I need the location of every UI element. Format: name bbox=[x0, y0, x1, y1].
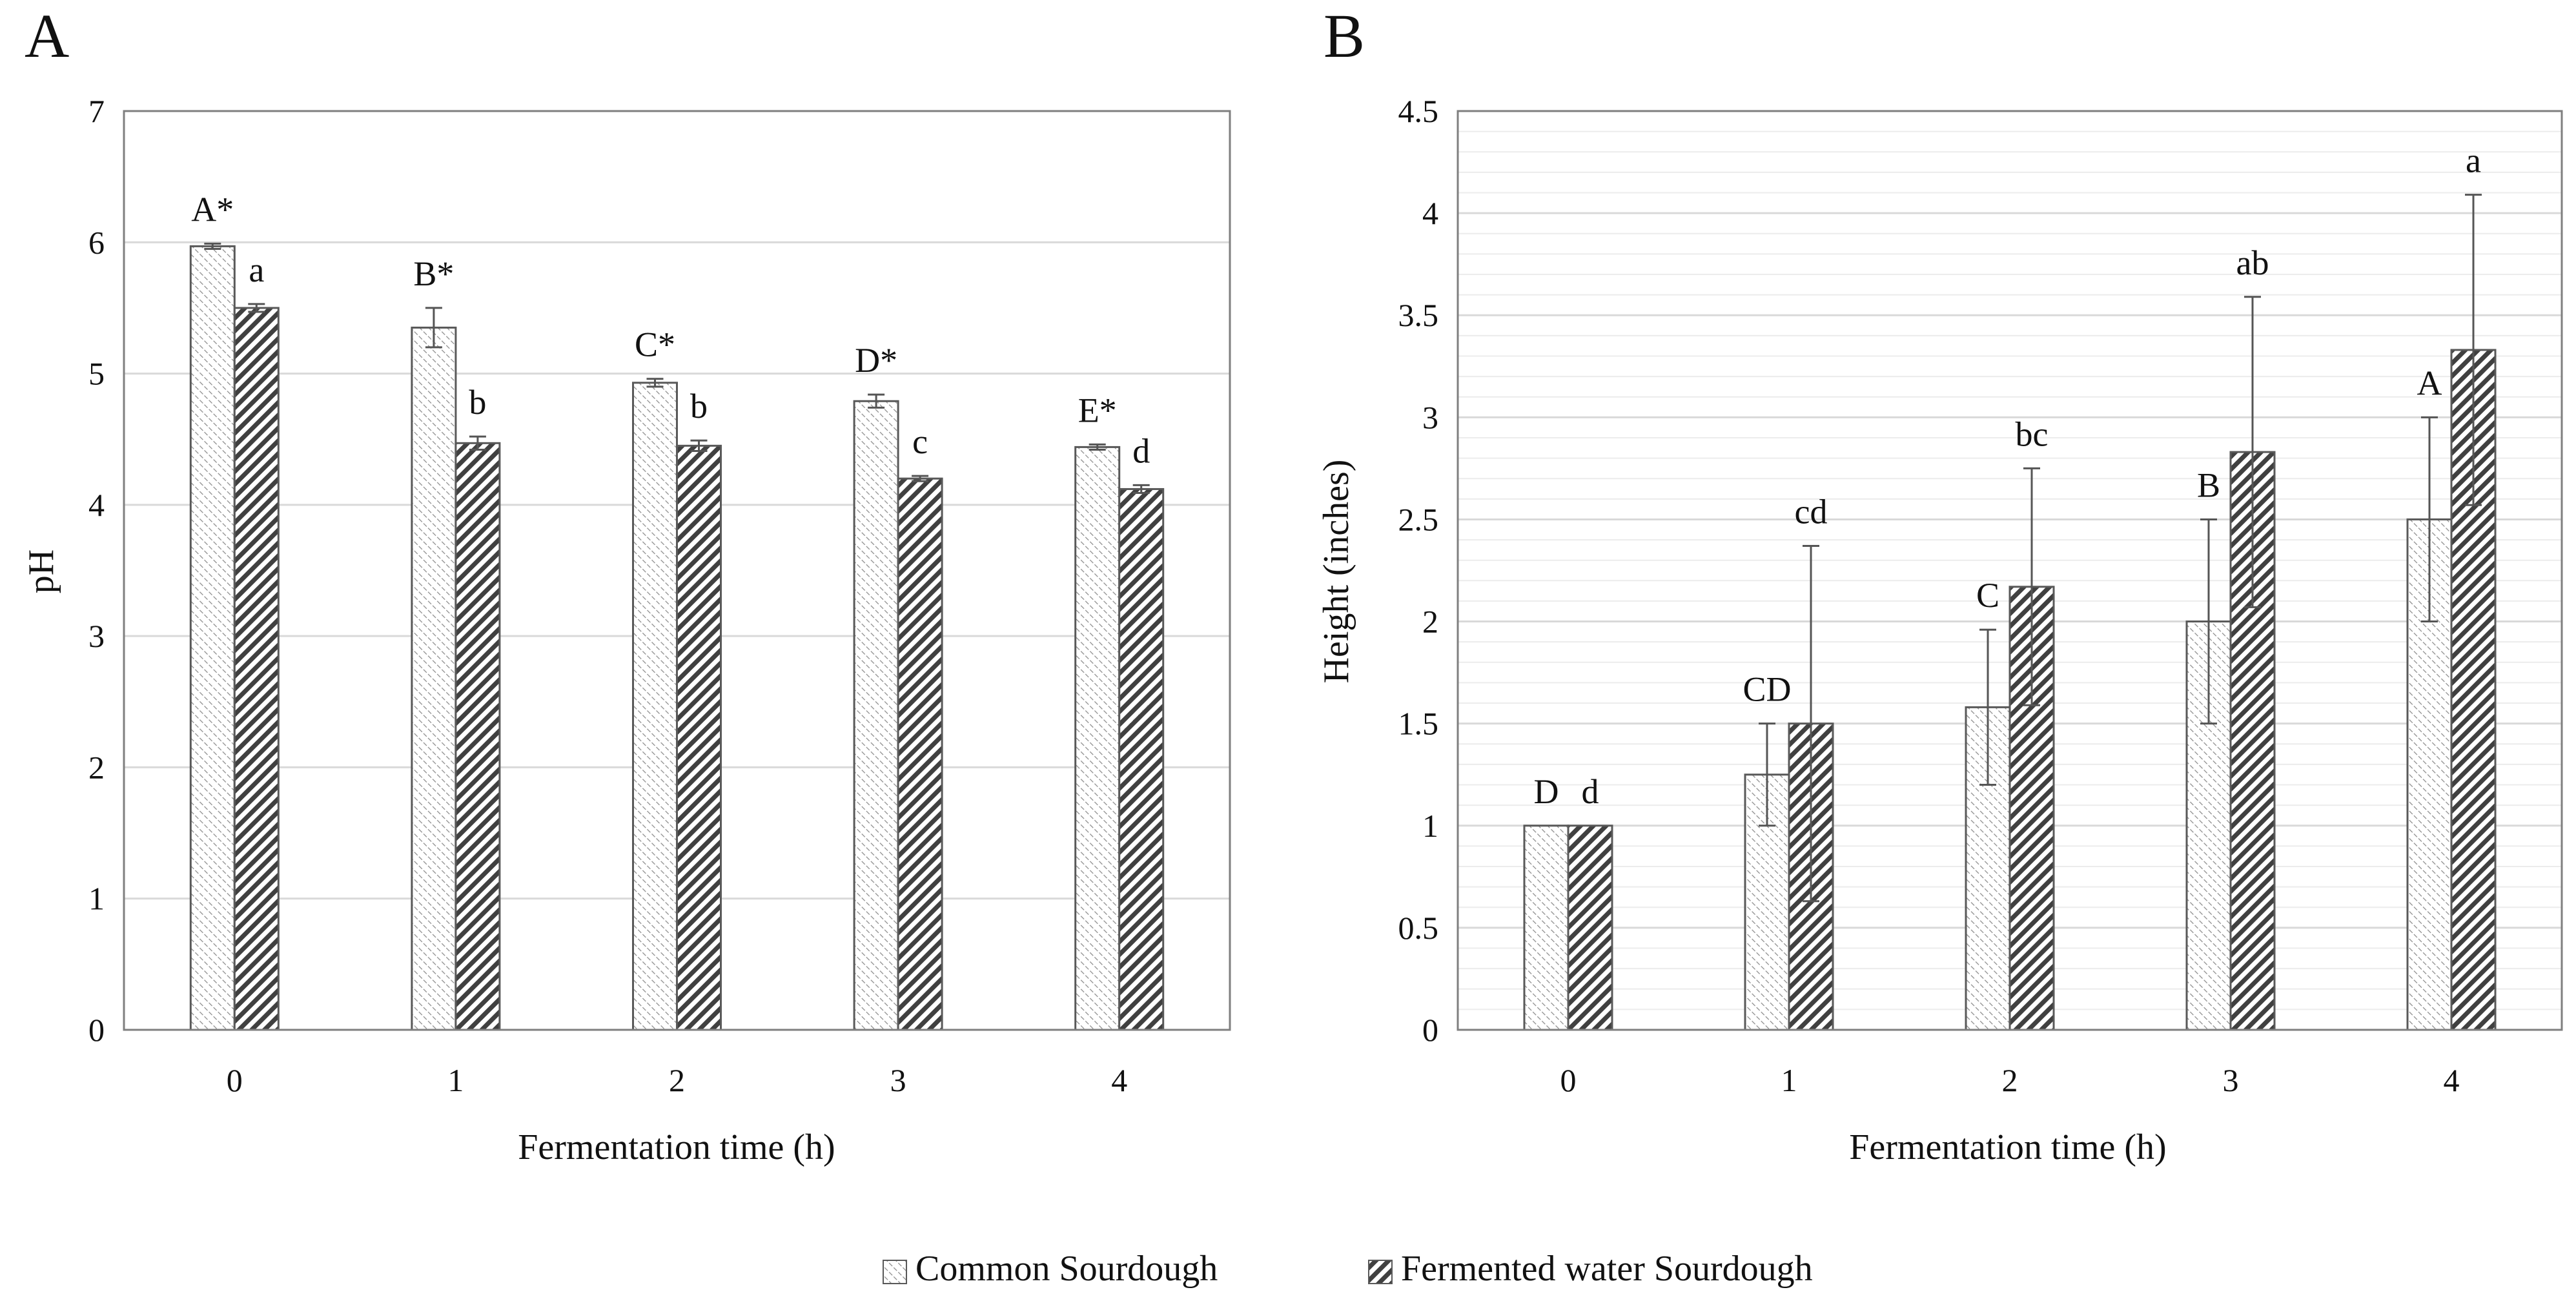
panel-b-y-tick-label: 1 bbox=[1422, 808, 1438, 844]
panel-a-significance-label-fermented: b bbox=[469, 383, 486, 422]
panel-a-x-tick-label: 3 bbox=[890, 1062, 906, 1098]
panel-b-y-tick-label: 3.5 bbox=[1398, 297, 1439, 333]
panel-b-error-bar-fermented bbox=[1803, 545, 1819, 903]
panel-b-x-axis-title: Fermentation time (h) bbox=[1849, 1127, 2166, 1167]
panel-b-y-tick-label: 0.5 bbox=[1398, 910, 1439, 946]
panel-a-error-bar-common bbox=[204, 242, 221, 250]
panel-a-y-tick-label: 2 bbox=[88, 749, 105, 785]
panel-b-y-tick-label: 2 bbox=[1422, 604, 1438, 640]
panel-b-significance-label-common: CD bbox=[1743, 670, 1791, 709]
panel-b-bar-common bbox=[1523, 825, 1569, 1031]
panel-b-x-tick-label: 1 bbox=[1781, 1062, 1797, 1098]
panel-b-x-tick-label: 3 bbox=[2223, 1062, 2239, 1098]
panel-b-error-bar-fermented bbox=[2465, 194, 2482, 506]
panel-a-significance-label-common: A* bbox=[191, 190, 234, 229]
panel-a-error-bar-fermented bbox=[1132, 484, 1150, 495]
panel-a-x-tick-label: 0 bbox=[227, 1062, 243, 1098]
panel-b-error-bar-common bbox=[1979, 628, 1996, 786]
legend-label-fermented: Fermented water Sourdough bbox=[1401, 1249, 1813, 1289]
panel-a-significance-label-common: D* bbox=[855, 341, 897, 380]
panel-b-significance-label-fermented: cd bbox=[1795, 493, 1828, 531]
panel-a-significance-label-common: E* bbox=[1078, 391, 1117, 429]
panel-b-significance-label-fermented: d bbox=[1582, 772, 1599, 811]
panel-a-y-tick-label: 4 bbox=[88, 487, 105, 523]
panel-a-bar-common bbox=[632, 382, 678, 1031]
legend-swatch-fermented bbox=[1368, 1260, 1393, 1284]
panel-b-error-bar-common bbox=[2200, 518, 2217, 725]
panel-a-error-bar-common bbox=[425, 307, 442, 349]
panel-b-chart: B 0 0.5 1 1.5 2 2.5 3 3.5 4 4.5 0 1 2 3 4 D CD C B Ad cd bc a… bbox=[1316, 1, 2563, 1167]
panel-a-error-bar-common bbox=[646, 378, 664, 388]
panel-b-x-tick-label: 0 bbox=[1560, 1062, 1577, 1098]
panel-b-y-tick-label: 2.5 bbox=[1398, 501, 1439, 537]
panel-b-y-tick-label: 3 bbox=[1422, 399, 1438, 435]
panel-b-error-bar-fermented bbox=[2023, 467, 2040, 706]
panel-b-significance-label-common: C bbox=[1976, 576, 1999, 615]
panel-a-y-tick-label: 3 bbox=[88, 618, 105, 654]
panel-a-error-bar-common bbox=[1089, 443, 1106, 451]
panel-a-significance-label-fermented: a bbox=[249, 251, 264, 289]
panel-a-x-tick-label: 4 bbox=[1111, 1062, 1127, 1098]
panel-a-letter: A bbox=[25, 1, 69, 70]
panel-a-bar-common bbox=[411, 326, 457, 1031]
panel-b-y-tick-label: 4.5 bbox=[1398, 93, 1439, 129]
panel-a-error-bar-fermented bbox=[690, 439, 708, 453]
panel-b-error-bar-common bbox=[2421, 416, 2438, 623]
panel-b-significance-label-fermented: ab bbox=[2236, 243, 2269, 282]
panel-b-significance-label-common: D bbox=[1534, 772, 1559, 811]
panel-b-x-tick-label: 2 bbox=[2002, 1062, 2018, 1098]
legend-label-common: Common Sourdough bbox=[915, 1249, 1218, 1289]
panel-a-y-tick-label: 7 bbox=[88, 93, 105, 129]
panel-a-chart: A 0 1 2 3 4 5 6 7 0 1 2 3 4 A* B* C* D* E* a b b c d Fermenta… bbox=[21, 1, 1231, 1167]
panel-b-significance-label-fermented: a bbox=[2466, 141, 2481, 180]
panel-a-error-bar-fermented bbox=[248, 303, 265, 313]
panel-a-significance-label-fermented: c bbox=[912, 422, 928, 461]
panel-a-error-bar-fermented bbox=[469, 435, 486, 451]
panel-a-bar-common bbox=[1074, 446, 1121, 1031]
panel-a-y-tick-label: 5 bbox=[88, 356, 105, 392]
panel-a-bar-common bbox=[853, 400, 899, 1031]
panel-b-significance-label-common: A bbox=[2417, 364, 2442, 402]
panel-b-bar-fermented bbox=[1567, 825, 1613, 1031]
panel-b-y-tick-label: 1.5 bbox=[1398, 706, 1439, 742]
panel-b-plot-frame bbox=[1457, 110, 2563, 1031]
panel-a-bar-fermented bbox=[1118, 487, 1165, 1031]
panel-a-bar-common bbox=[189, 245, 236, 1031]
panel-a-significance-label-fermented: b bbox=[690, 387, 708, 425]
panel-b-y-tick-label: 0 bbox=[1422, 1012, 1438, 1048]
legend-swatch-common bbox=[883, 1260, 907, 1284]
panel-a-error-bar-common bbox=[868, 393, 885, 409]
panel-a-error-bar-fermented bbox=[912, 475, 929, 482]
panel-a-y-tick-label: 0 bbox=[88, 1012, 105, 1048]
legend: Common Sourdough Fermented water Sourdou… bbox=[883, 1249, 1813, 1289]
panel-a-bar-fermented bbox=[455, 442, 501, 1031]
panel-b-error-bar-fermented bbox=[2244, 296, 2261, 608]
panel-a-y-tick-label: 1 bbox=[88, 881, 105, 917]
panel-b-y-axis-title: Height (inches) bbox=[1316, 460, 1356, 684]
panel-a-significance-label-common: B* bbox=[413, 254, 454, 293]
panel-a-x-tick-label: 2 bbox=[669, 1062, 685, 1098]
panel-a-significance-label-common: C* bbox=[635, 325, 675, 364]
panel-a-significance-label-fermented: d bbox=[1132, 431, 1150, 470]
panel-b-letter: B bbox=[1324, 1, 1365, 70]
panel-b-y-tick-label: 4 bbox=[1422, 195, 1438, 231]
panel-b-x-tick-label: 4 bbox=[2444, 1062, 2460, 1098]
panel-a-bar-fermented bbox=[897, 477, 943, 1031]
panel-a-bar-fermented bbox=[676, 444, 722, 1031]
panel-b-significance-label-fermented: bc bbox=[2016, 415, 2049, 453]
panel-b-significance-label-common: B bbox=[2197, 466, 2220, 504]
panel-a-y-tick-label: 6 bbox=[88, 224, 105, 260]
panel-a-plot-frame bbox=[123, 110, 1231, 1031]
panel-a-x-tick-label: 1 bbox=[447, 1062, 464, 1098]
panel-a-bar-fermented bbox=[233, 307, 280, 1031]
panel-b-error-bar-common bbox=[1759, 722, 1775, 827]
panel-a-x-axis-title: Fermentation time (h) bbox=[518, 1127, 835, 1167]
panel-a-y-axis-title: pH bbox=[21, 549, 61, 593]
